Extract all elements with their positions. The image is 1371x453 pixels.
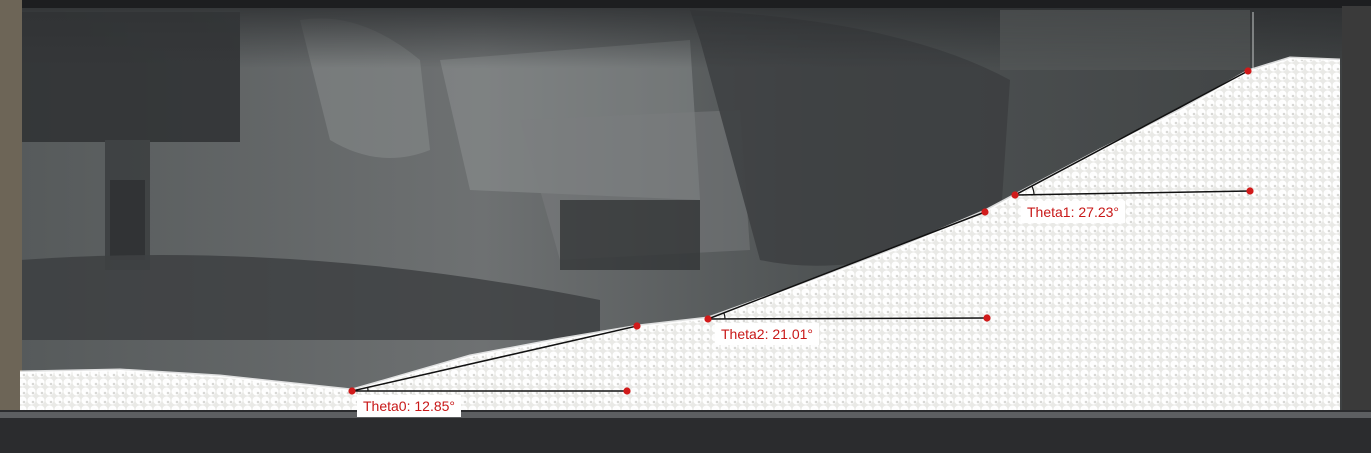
theta2-point-origin [704, 315, 712, 323]
angle-overlay [348, 67, 1254, 395]
theta0-slope-line [351, 325, 638, 392]
theta1-point-base [1246, 187, 1254, 195]
theta0-point-base [623, 387, 631, 395]
theta0-point-slope [633, 322, 641, 330]
theta2-baseline [707, 317, 988, 320]
left-frame [0, 0, 22, 410]
theta1-arc [1031, 185, 1035, 195]
theta2-slope-line [707, 211, 986, 320]
theta2-label: Theta2: 21.01° [715, 323, 819, 345]
theta1-point-slope [1244, 67, 1252, 75]
right-frame [1342, 6, 1371, 416]
background-reflections [18, 8, 1348, 340]
theta1-baseline [1014, 190, 1251, 196]
bead-pile [20, 58, 1340, 410]
theta1-point-origin [1011, 191, 1019, 199]
theta2-point-base [983, 314, 991, 322]
theta1-label: Theta1: 27.23° [1021, 201, 1125, 223]
theta1-slope-line [1014, 70, 1249, 196]
theta2-point-slope [981, 208, 989, 216]
theta2-arc [723, 312, 726, 320]
theta0-label: Theta0: 12.85° [357, 395, 461, 417]
theta0-point-origin [348, 387, 356, 395]
